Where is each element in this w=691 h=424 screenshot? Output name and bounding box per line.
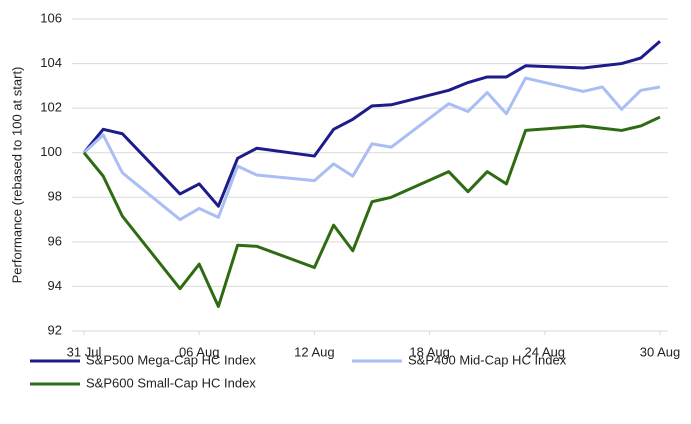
y-tick-label: 104 [40,55,62,70]
y-tick-label: 94 [48,278,62,293]
y-tick-label: 102 [40,100,62,115]
x-tick-label: 30 Aug [640,344,681,359]
y-tick-label: 96 [48,233,62,248]
x-tick-label: 06 Aug [179,344,220,359]
y-axis-title: Performance (rebased to 100 at start) [9,67,24,284]
x-tick-label: 31 Jul [67,344,102,359]
legend-label: S&P500 Mega-Cap HC Index [86,352,256,367]
x-tick-label: 12 Aug [294,344,335,359]
legend-label: S&P400 Mid-Cap HC Index [408,352,567,367]
y-tick-label: 92 [48,322,62,337]
y-tick-label: 100 [40,144,62,159]
x-tick-label: 18 Aug [409,344,450,359]
y-tick-label: 106 [40,10,62,25]
legend-label: S&P600 Small-Cap HC Index [86,375,256,390]
y-tick-label: 98 [48,189,62,204]
line-series [82,115,661,308]
line-series [82,40,661,208]
line-series [82,76,661,222]
x-tick-label: 24 Aug [525,344,566,359]
